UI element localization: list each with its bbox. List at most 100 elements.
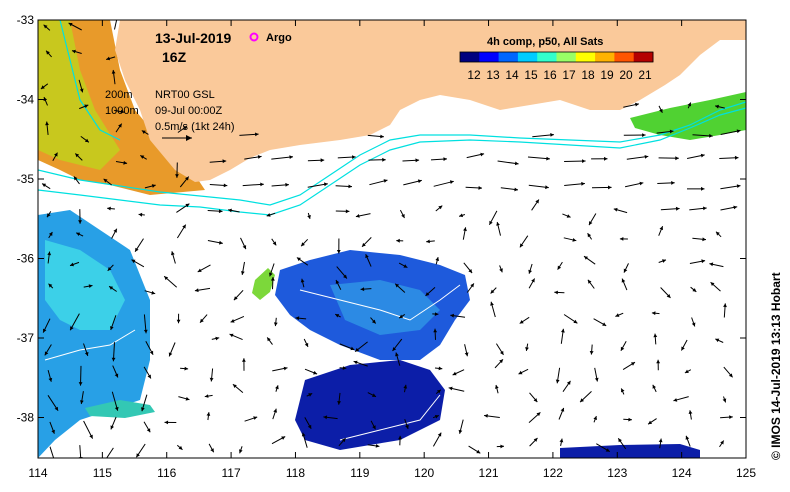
current-vector-head xyxy=(608,185,612,190)
sst-patch-central-lighter xyxy=(330,280,440,335)
current-vector-head xyxy=(395,283,400,288)
y-tick-label: -36 xyxy=(17,252,35,266)
current-vector-head xyxy=(70,326,74,331)
sst-patch-west-offshore-inner xyxy=(45,240,125,330)
current-vector-head xyxy=(715,104,719,109)
depth-1000-label: 1000m xyxy=(105,105,139,117)
current-vector-head xyxy=(550,133,554,137)
current-vector-head xyxy=(75,153,80,158)
current-vector-head xyxy=(51,429,55,434)
current-vector-head xyxy=(380,134,384,139)
current-vector-head xyxy=(151,290,156,295)
current-vector-head xyxy=(355,214,360,218)
current-vector-head xyxy=(437,432,442,437)
current-vector-head xyxy=(525,347,529,351)
current-vector-head xyxy=(659,108,663,113)
current-vector-head xyxy=(669,129,674,134)
current-vector-head xyxy=(194,288,199,293)
current-vector-head xyxy=(734,155,739,160)
current-vector-head xyxy=(618,438,622,443)
x-axis: 114 115 116 117 118 119 120 121 122 123 124 125 xyxy=(28,20,756,480)
y-tick-label: -33 xyxy=(17,13,35,27)
current-vector-head xyxy=(594,377,599,382)
current-vector-head xyxy=(241,271,245,275)
current-vector-head xyxy=(141,407,145,412)
current-vector-head xyxy=(255,132,259,137)
current-vector-head xyxy=(342,366,347,370)
current-vector xyxy=(114,20,118,30)
current-vector-head xyxy=(307,215,311,219)
current-vector-head xyxy=(295,316,300,321)
current-vector-head xyxy=(107,206,111,211)
current-vector-head xyxy=(435,257,440,261)
current-vector-head xyxy=(348,184,352,189)
current-vector-head xyxy=(582,159,586,163)
current-vector-head xyxy=(684,369,689,373)
current-vector-head xyxy=(709,262,714,267)
current-vector-head xyxy=(587,233,592,238)
current-vector-head xyxy=(619,237,624,241)
current-vector-head xyxy=(651,311,656,316)
product-label: NRT00 GSL xyxy=(155,89,215,101)
current-vector-head xyxy=(73,176,78,181)
current-vector-head xyxy=(496,222,500,226)
current-vector-head xyxy=(495,385,499,389)
current-vector-head xyxy=(566,380,571,385)
current-vector-head xyxy=(652,384,656,389)
current-vector-head xyxy=(621,278,626,283)
argo-marker xyxy=(249,32,259,42)
current-vector-head xyxy=(533,438,538,442)
current-vector-head xyxy=(382,157,386,162)
current-vector-head xyxy=(48,377,53,382)
current-vector-head xyxy=(149,350,154,355)
current-vector-head xyxy=(593,416,597,420)
current-vector-head xyxy=(659,226,663,231)
current-vector-head xyxy=(415,158,420,163)
legend-tick-label: 20 xyxy=(619,68,633,82)
current-vector-head xyxy=(500,444,504,449)
current-vector-head xyxy=(623,268,628,273)
current-vector-head xyxy=(395,352,399,357)
current-vector-head xyxy=(140,155,145,159)
current-vector-head xyxy=(103,178,108,183)
current-vector-head xyxy=(653,333,658,338)
current-vector-head xyxy=(323,415,328,420)
current-vector-head xyxy=(143,329,148,334)
current-vector-head xyxy=(710,282,715,286)
current-vector-head xyxy=(403,384,408,389)
legend-swatch xyxy=(556,52,577,62)
current-vector-head xyxy=(580,398,584,403)
legend-tick-label: 16 xyxy=(543,68,557,82)
legend-swatch xyxy=(460,52,480,62)
current-vector-head xyxy=(335,280,340,284)
current-vector-head xyxy=(182,224,186,229)
current-vector-head xyxy=(269,272,273,277)
current-vector-head xyxy=(736,184,741,188)
current-vector-head xyxy=(43,24,48,29)
current-vector-head xyxy=(396,238,400,243)
current-vector-head xyxy=(123,160,128,165)
current-vector-head xyxy=(352,155,356,159)
current-vector-head xyxy=(200,318,204,323)
current-vector-head xyxy=(536,412,541,417)
valid-time-label: 09-Jul 00:00Z xyxy=(155,105,223,117)
current-vector-head xyxy=(613,207,618,212)
current-vector-head xyxy=(666,294,671,298)
current-vector-head xyxy=(289,155,293,159)
current-vector-head xyxy=(499,359,503,364)
current-vector-head xyxy=(700,153,705,158)
isotherm-line-3 xyxy=(339,394,441,441)
current-vector-head xyxy=(233,296,238,301)
current-vector-head xyxy=(313,370,318,375)
legend-swatch xyxy=(517,52,538,62)
current-vector-head xyxy=(468,269,473,273)
x-tick-label: 117 xyxy=(222,466,241,480)
current-vector-head xyxy=(459,213,464,218)
current-vector-head xyxy=(48,232,53,236)
current-vector-head xyxy=(114,373,119,378)
current-vector-head xyxy=(434,312,439,316)
current-vector-head xyxy=(514,161,519,166)
current-vector-head xyxy=(701,186,705,191)
current-vector-head xyxy=(675,156,679,161)
